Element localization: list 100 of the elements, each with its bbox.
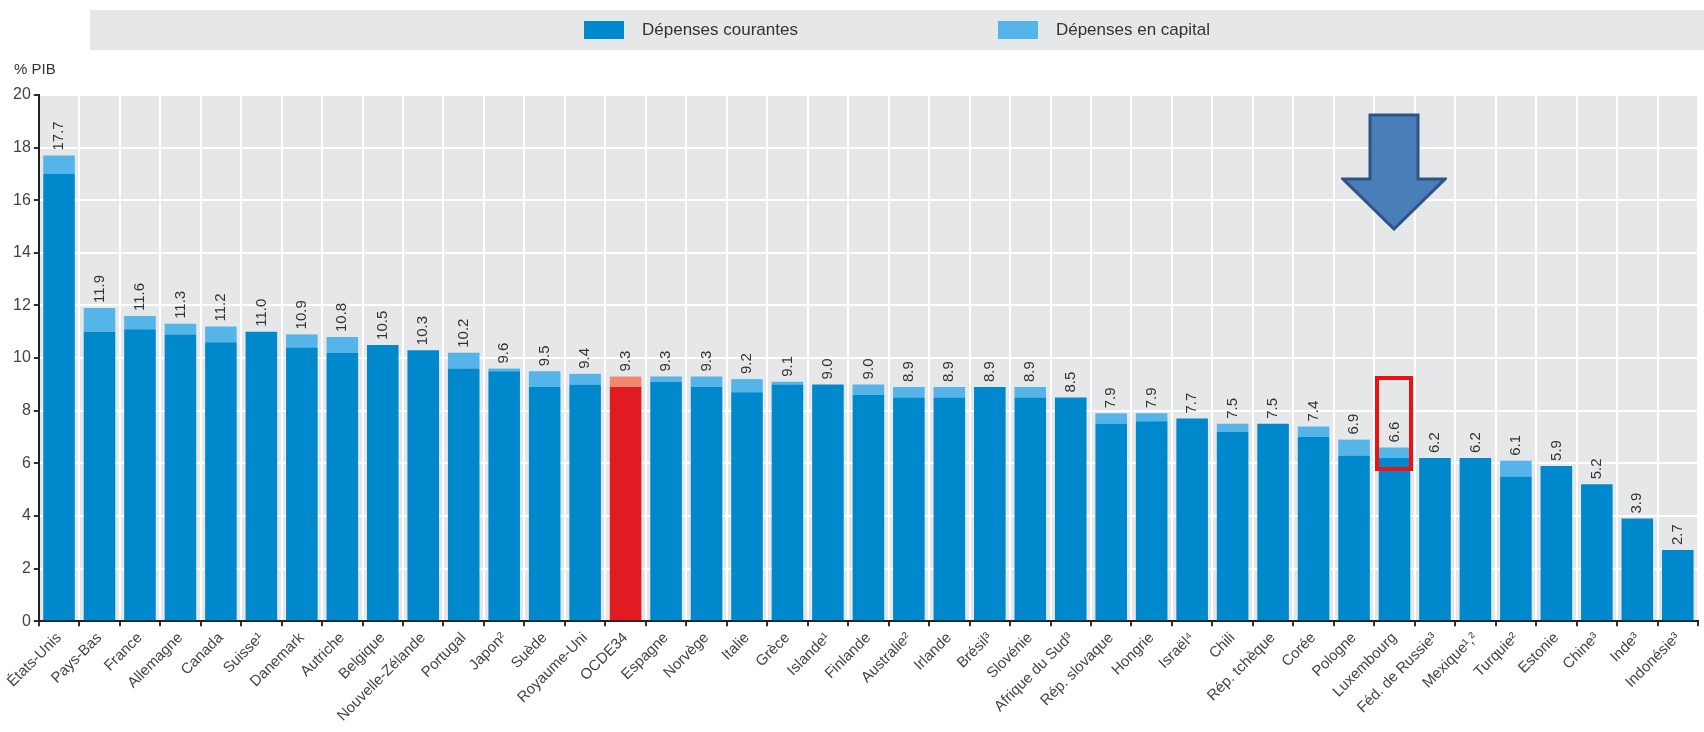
bar: [569, 384, 601, 621]
total-label: 11.3: [170, 290, 188, 319]
bar: [205, 342, 237, 621]
bar: [164, 334, 197, 621]
bar: [43, 155, 75, 174]
total-label: 9.5: [534, 345, 552, 367]
total-label: 8.9: [979, 361, 997, 383]
total-label: 7.9: [1141, 387, 1159, 409]
total-label: 9.3: [656, 350, 674, 372]
bar: [1095, 423, 1127, 621]
total-label: 6.2: [1425, 432, 1443, 454]
total-label: 8.5: [1060, 371, 1078, 393]
bar: [650, 376, 682, 382]
bar: [974, 387, 1006, 621]
bar: [1257, 423, 1289, 621]
total-label: 9.0: [858, 358, 876, 380]
total-label: 7.5: [1222, 397, 1240, 419]
bar: [326, 352, 359, 621]
y-tick-label: 18: [13, 138, 31, 156]
bar: [286, 347, 318, 621]
bar: [205, 326, 237, 343]
bar: [731, 392, 763, 621]
y-tick-label: 0: [21, 611, 31, 629]
total-label: 8.9: [939, 361, 957, 383]
bar: [83, 308, 116, 332]
total-label: 11.0: [251, 298, 269, 327]
bar: [528, 387, 561, 621]
y-tick-label: 16: [13, 190, 31, 208]
bar: [852, 384, 885, 395]
total-label: 11.2: [211, 293, 229, 322]
bar: [1095, 413, 1127, 424]
bar: [1459, 458, 1492, 621]
total-label: 10.9: [291, 300, 309, 330]
y-axis-title: % PIB: [14, 60, 56, 78]
y-tick-label: 10: [13, 348, 31, 366]
bar: [893, 387, 925, 398]
bar: [286, 334, 318, 348]
bar: [1621, 518, 1654, 621]
bar: [1338, 455, 1370, 621]
bar: [1014, 397, 1047, 621]
bar: [609, 376, 642, 388]
bar: [731, 379, 763, 393]
total-label: 3.9: [1627, 492, 1645, 514]
bar: [812, 384, 844, 621]
bar: [124, 329, 156, 621]
legend-label: Dépenses courantes: [642, 20, 798, 40]
bar: [609, 387, 642, 621]
bar: [83, 331, 116, 621]
total-label: 5.9: [1546, 440, 1564, 461]
bar: [528, 371, 561, 388]
bar: [326, 337, 359, 353]
total-label: 11.6: [130, 282, 148, 311]
bar: [1135, 421, 1168, 621]
bar: [1216, 431, 1249, 621]
bar: [124, 315, 156, 330]
total-label: 17.7: [49, 121, 67, 151]
bar: [43, 173, 75, 621]
y-tick-label: 8: [21, 401, 31, 419]
total-label: 7.7: [1182, 392, 1200, 414]
bar: [1338, 439, 1370, 456]
total-label: 6.9: [1344, 413, 1362, 435]
y-tick-label: 14: [13, 243, 31, 261]
total-label: 9.3: [615, 350, 633, 372]
total-label: 5.2: [1586, 458, 1604, 480]
bar: [447, 368, 480, 621]
bar: [771, 384, 804, 621]
total-label: 9.3: [696, 350, 714, 372]
bar: [1176, 418, 1208, 621]
total-label: 11.9: [89, 274, 107, 304]
total-label: 8.9: [899, 361, 917, 383]
total-label: 2.7: [1667, 524, 1685, 546]
bar: [1297, 436, 1330, 621]
total-label: 10.8: [332, 302, 350, 333]
bar: [690, 376, 723, 388]
total-label: 9.6: [494, 342, 512, 364]
total-label: 10.2: [453, 318, 471, 348]
bar: [1500, 476, 1532, 621]
total-label: 8.9: [1020, 361, 1038, 383]
total-label: 6.6: [1384, 421, 1402, 443]
total-label: 10.5: [372, 310, 390, 340]
bar: [933, 387, 966, 398]
bar: [1297, 426, 1330, 437]
total-label: 7.4: [1303, 400, 1321, 422]
y-tick-label: 20: [13, 85, 31, 103]
y-tick-label: 12: [13, 295, 31, 313]
bar: [650, 381, 682, 621]
bar: [852, 394, 885, 621]
y-tick-label: 4: [21, 506, 31, 524]
bar: [164, 323, 197, 335]
bar: [1581, 484, 1613, 621]
y-tick-label: 2: [21, 558, 31, 576]
bar: [690, 387, 723, 621]
total-label: 6.2: [1465, 432, 1483, 454]
bar: [893, 397, 925, 621]
bar: [447, 352, 480, 369]
bar: [569, 373, 601, 385]
bar: [1378, 447, 1411, 459]
y-tick-label: 6: [21, 453, 31, 471]
bar: [1135, 413, 1168, 422]
total-label: 7.9: [1101, 387, 1119, 409]
